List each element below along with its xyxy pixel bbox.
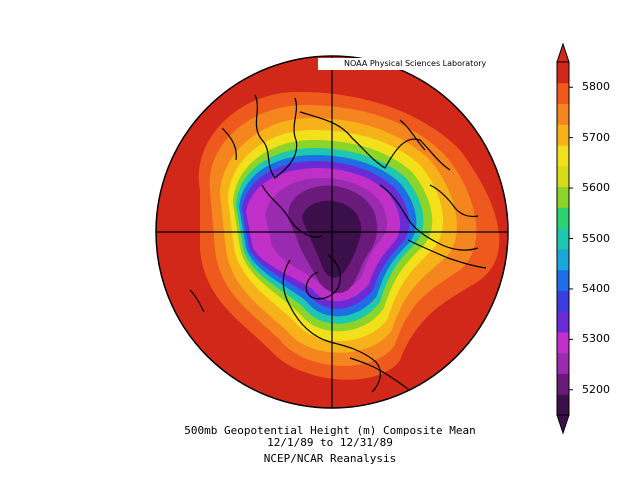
credit-text: NOAA Physical Sciences Laboratory [344, 59, 487, 68]
colorbar-swatch [557, 165, 569, 188]
colorbar-swatch [557, 373, 569, 395]
caption-title: 500mb Geopotential Height (m) Composite … [184, 424, 476, 437]
colorbar-swatch [557, 103, 569, 125]
colorbar-swatch [557, 248, 569, 271]
coastlines [189, 94, 487, 393]
colorbar-swatch [557, 331, 569, 354]
colorbar-min-arrow [556, 414, 570, 435]
caption-source: NCEP/NCAR Reanalysis [263, 452, 397, 465]
colorbar-swatch [557, 82, 569, 105]
height-field [156, 56, 508, 408]
colorbar-tick-label: 5200 [582, 382, 610, 396]
colorbar [556, 42, 573, 435]
colorbar-tick-label: 5800 [582, 80, 610, 94]
colorbar-tick-label: 5300 [582, 332, 610, 346]
colorbar-max-arrow [556, 42, 570, 63]
colorbar-swatch [557, 124, 569, 146]
colorbar-swatch [557, 269, 569, 291]
map-border [155, 55, 509, 409]
caption-dates: 12/1/89 to 12/31/89 [267, 436, 393, 449]
colorbar-swatch [557, 352, 569, 374]
colorbar-swatch [557, 207, 569, 229]
colorbar-tick-label: 5400 [582, 281, 610, 295]
colorbar-tick-label: 5600 [582, 181, 610, 195]
colorbar-tick-label: 5700 [582, 130, 610, 144]
colorbar-tick-label: 5500 [582, 231, 610, 245]
colorbar-swatch [557, 311, 569, 333]
credit-label: NOAA Physical Sciences Laboratory [318, 58, 508, 70]
colorbar-swatch [557, 186, 569, 208]
colorbar-swatch [557, 62, 569, 84]
colorbar-swatch [557, 394, 569, 416]
colorbar-swatch [557, 228, 569, 250]
colorbar-swatch [557, 145, 569, 167]
colorbar-swatch [557, 290, 569, 312]
